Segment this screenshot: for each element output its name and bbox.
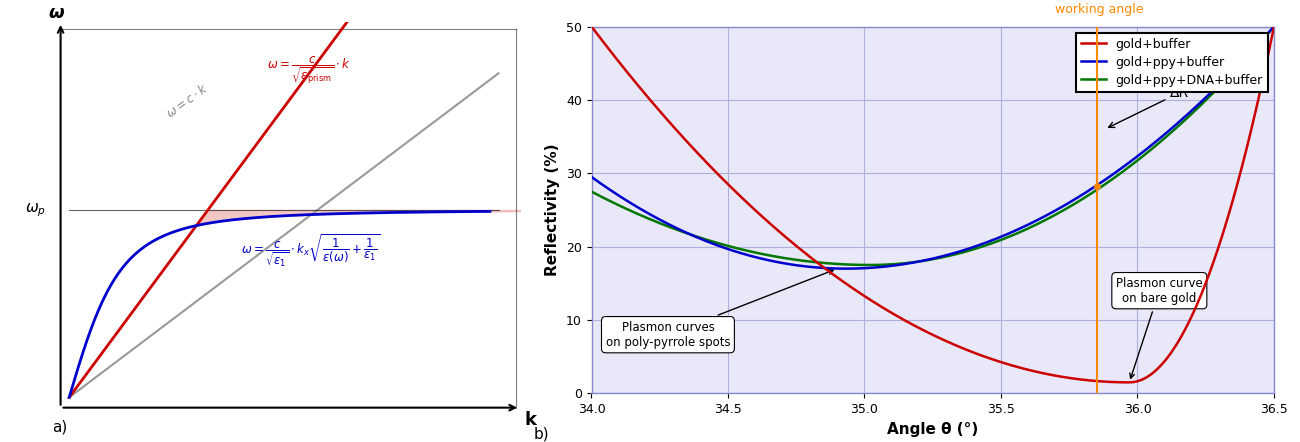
gold+ppy+DNA+buffer xyxy=(662,224,677,229)
gold+ppy+buffer xyxy=(702,240,718,245)
gold+ppy+DNA+buffer xyxy=(862,262,878,267)
X-axis label: Angle θ (°): Angle θ (°) xyxy=(887,422,979,437)
Text: k: k xyxy=(524,411,537,429)
gold+buffer xyxy=(584,24,599,29)
gold+ppy+buffer xyxy=(837,266,853,271)
gold+buffer xyxy=(702,163,718,168)
gold+buffer xyxy=(1122,380,1138,385)
gold+ppy+buffer xyxy=(845,266,861,271)
Text: ΔR: ΔR xyxy=(1109,86,1190,127)
gold+buffer xyxy=(662,119,677,125)
gold+ppy+buffer xyxy=(1179,112,1195,117)
Y-axis label: Reflectivity (%): Reflectivity (%) xyxy=(545,144,560,276)
Legend: gold+buffer, gold+ppy+buffer, gold+ppy+DNA+buffer: gold+buffer, gold+ppy+buffer, gold+ppy+D… xyxy=(1075,33,1268,92)
Text: working angle: working angle xyxy=(1056,3,1144,15)
gold+ppy+buffer xyxy=(1266,24,1282,29)
Text: b): b) xyxy=(533,426,549,441)
Text: $\omega = \dfrac{c}{\sqrt{\varepsilon_{\rm prism}}} \cdot k$: $\omega = \dfrac{c}{\sqrt{\varepsilon_{\… xyxy=(266,54,351,86)
gold+ppy+DNA+buffer xyxy=(1253,39,1269,45)
gold+ppy+DNA+buffer xyxy=(702,238,718,244)
Line: gold+buffer: gold+buffer xyxy=(592,27,1274,382)
gold+ppy+DNA+buffer xyxy=(1266,24,1282,29)
gold+buffer xyxy=(845,286,861,291)
Text: ω: ω xyxy=(48,4,64,22)
Text: Plasmon curve
on bare gold: Plasmon curve on bare gold xyxy=(1115,277,1203,378)
Text: a): a) xyxy=(52,419,68,434)
gold+ppy+DNA+buffer xyxy=(584,189,599,194)
gold+ppy+buffer xyxy=(1253,38,1269,44)
Text: $\omega = c \cdot k$: $\omega = c \cdot k$ xyxy=(164,81,211,120)
Text: Plasmon curves
on poly-pyrrole spots: Plasmon curves on poly-pyrrole spots xyxy=(606,270,833,349)
gold+buffer xyxy=(1266,24,1282,29)
gold+buffer xyxy=(1179,323,1195,328)
gold+ppy+DNA+buffer xyxy=(1179,115,1195,121)
gold+ppy+DNA+buffer xyxy=(875,262,891,267)
Text: $\omega_p$: $\omega_p$ xyxy=(25,201,46,218)
gold+buffer xyxy=(875,305,891,310)
gold+ppy+DNA+buffer xyxy=(845,262,861,267)
gold+ppy+buffer xyxy=(875,264,891,270)
gold+ppy+buffer xyxy=(662,222,677,227)
Line: gold+ppy+buffer: gold+ppy+buffer xyxy=(592,27,1274,269)
Line: gold+ppy+DNA+buffer: gold+ppy+DNA+buffer xyxy=(592,27,1274,265)
Text: $\omega = \dfrac{c}{\sqrt{\varepsilon_1}} \cdot k_x\sqrt{\dfrac{1}{\varepsilon(\: $\omega = \dfrac{c}{\sqrt{\varepsilon_1}… xyxy=(240,232,381,269)
gold+ppy+buffer xyxy=(584,174,599,179)
gold+buffer xyxy=(1253,86,1269,91)
